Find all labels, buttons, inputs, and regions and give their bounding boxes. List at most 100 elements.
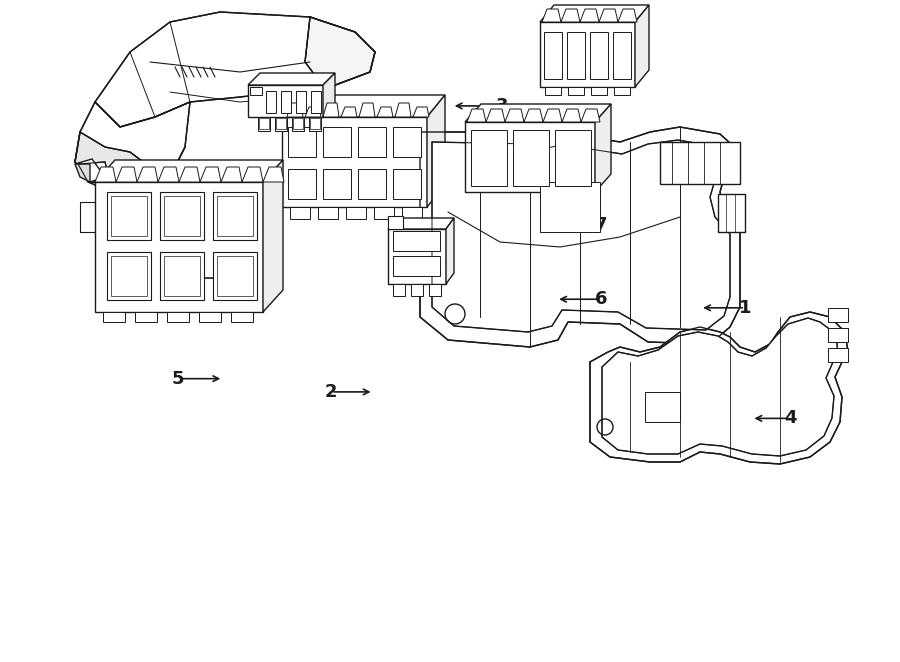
Polygon shape xyxy=(377,107,393,117)
Polygon shape xyxy=(288,169,316,199)
Polygon shape xyxy=(95,160,283,182)
Polygon shape xyxy=(542,9,561,22)
Polygon shape xyxy=(429,284,441,296)
Polygon shape xyxy=(75,164,90,182)
Polygon shape xyxy=(359,103,375,117)
Polygon shape xyxy=(618,9,637,22)
Polygon shape xyxy=(388,216,403,229)
Polygon shape xyxy=(258,117,270,131)
Polygon shape xyxy=(158,167,179,182)
Polygon shape xyxy=(116,167,137,182)
Polygon shape xyxy=(248,85,323,117)
Polygon shape xyxy=(561,9,580,22)
Text: 7: 7 xyxy=(595,216,608,234)
Text: 5: 5 xyxy=(172,369,184,388)
Polygon shape xyxy=(828,348,848,362)
Polygon shape xyxy=(374,207,394,219)
Polygon shape xyxy=(217,256,253,296)
Polygon shape xyxy=(590,312,848,464)
Polygon shape xyxy=(160,252,204,300)
Polygon shape xyxy=(318,207,338,219)
Polygon shape xyxy=(164,256,200,296)
Polygon shape xyxy=(95,182,263,312)
Polygon shape xyxy=(221,167,242,182)
Polygon shape xyxy=(95,167,116,182)
Polygon shape xyxy=(602,318,838,456)
Polygon shape xyxy=(524,109,543,122)
Polygon shape xyxy=(388,229,446,284)
Polygon shape xyxy=(420,127,740,347)
Polygon shape xyxy=(599,9,618,22)
Polygon shape xyxy=(164,196,200,236)
Polygon shape xyxy=(259,118,269,129)
Polygon shape xyxy=(591,87,607,95)
Polygon shape xyxy=(567,32,585,79)
Polygon shape xyxy=(341,107,357,117)
Polygon shape xyxy=(305,17,375,87)
Polygon shape xyxy=(590,32,608,79)
Polygon shape xyxy=(250,87,262,95)
Polygon shape xyxy=(311,91,321,113)
Polygon shape xyxy=(103,312,125,322)
Polygon shape xyxy=(568,87,584,95)
Polygon shape xyxy=(75,132,150,187)
Polygon shape xyxy=(323,73,335,117)
Polygon shape xyxy=(393,127,421,157)
Polygon shape xyxy=(275,117,287,131)
Polygon shape xyxy=(465,104,611,122)
Polygon shape xyxy=(427,95,445,207)
Polygon shape xyxy=(263,160,283,312)
Polygon shape xyxy=(75,102,190,187)
Polygon shape xyxy=(544,32,562,79)
Polygon shape xyxy=(213,252,257,300)
Polygon shape xyxy=(296,91,306,113)
Polygon shape xyxy=(282,117,427,207)
Polygon shape xyxy=(287,103,303,117)
Text: 2: 2 xyxy=(325,383,338,401)
Polygon shape xyxy=(828,308,848,322)
Polygon shape xyxy=(276,118,286,129)
Polygon shape xyxy=(540,22,635,87)
Polygon shape xyxy=(432,140,730,332)
Polygon shape xyxy=(545,87,561,95)
Polygon shape xyxy=(613,32,631,79)
Polygon shape xyxy=(581,109,600,122)
Polygon shape xyxy=(75,159,105,182)
Polygon shape xyxy=(137,167,158,182)
Text: 1: 1 xyxy=(739,299,752,317)
Polygon shape xyxy=(413,107,429,117)
Polygon shape xyxy=(614,87,630,95)
Polygon shape xyxy=(346,207,366,219)
Polygon shape xyxy=(645,392,680,422)
Text: 4: 4 xyxy=(784,409,796,428)
Polygon shape xyxy=(111,256,147,296)
Polygon shape xyxy=(248,73,335,85)
Polygon shape xyxy=(288,127,316,157)
Polygon shape xyxy=(446,218,454,284)
Polygon shape xyxy=(179,167,200,182)
Polygon shape xyxy=(292,117,304,131)
Polygon shape xyxy=(513,130,549,186)
Polygon shape xyxy=(160,192,204,240)
Polygon shape xyxy=(323,103,339,117)
Polygon shape xyxy=(465,122,595,192)
Polygon shape xyxy=(393,256,440,276)
Polygon shape xyxy=(310,118,320,129)
Polygon shape xyxy=(393,169,421,199)
Polygon shape xyxy=(358,169,386,199)
Polygon shape xyxy=(213,192,257,240)
Polygon shape xyxy=(562,109,581,122)
Polygon shape xyxy=(78,162,125,207)
Polygon shape xyxy=(358,127,386,157)
Polygon shape xyxy=(282,95,445,117)
Polygon shape xyxy=(323,127,351,157)
Polygon shape xyxy=(107,252,151,300)
Polygon shape xyxy=(388,218,454,229)
Polygon shape xyxy=(467,109,486,122)
Polygon shape xyxy=(309,117,321,131)
Polygon shape xyxy=(290,207,310,219)
Polygon shape xyxy=(505,109,524,122)
Polygon shape xyxy=(263,167,284,182)
Polygon shape xyxy=(402,207,422,219)
Polygon shape xyxy=(540,182,600,232)
